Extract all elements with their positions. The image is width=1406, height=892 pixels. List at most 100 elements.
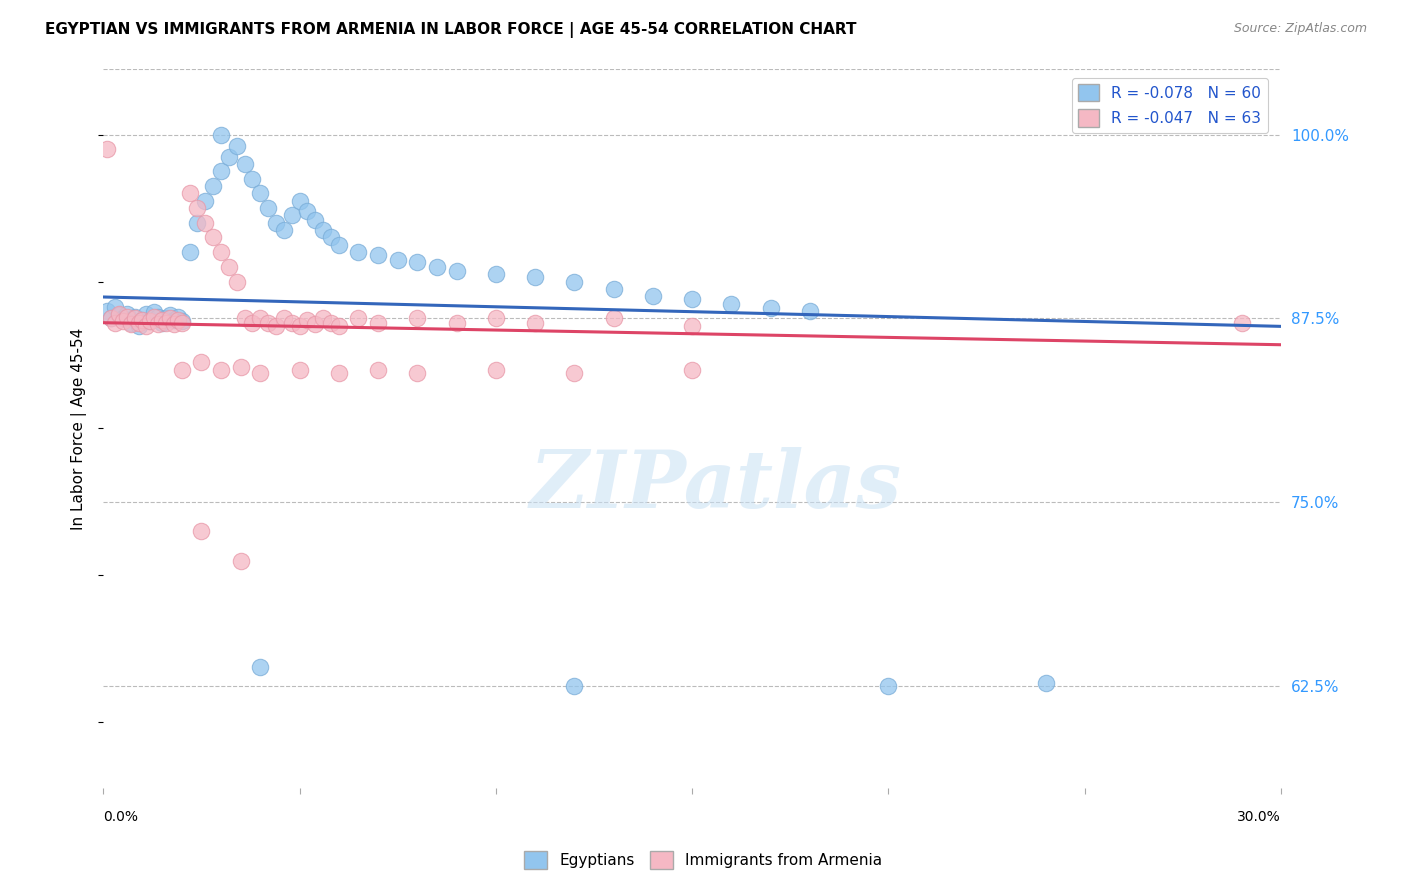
- Point: [131, 312, 153, 326]
- Point: [328, 366, 350, 380]
- Point: [108, 307, 131, 321]
- Point: [128, 318, 150, 333]
- Point: [367, 362, 389, 376]
- Point: [288, 194, 311, 208]
- Point: [155, 316, 177, 330]
- Point: [143, 310, 166, 324]
- Point: [446, 264, 468, 278]
- Point: [120, 317, 142, 331]
- Point: [229, 554, 252, 568]
- Point: [190, 355, 212, 369]
- Point: [297, 312, 319, 326]
- Point: [602, 282, 624, 296]
- Point: [319, 230, 342, 244]
- Point: [150, 316, 173, 330]
- Point: [143, 305, 166, 319]
- Point: [564, 366, 586, 380]
- Point: [564, 275, 586, 289]
- Point: [202, 179, 225, 194]
- Legend: Egyptians, Immigrants from Armenia: Egyptians, Immigrants from Armenia: [517, 845, 889, 875]
- Point: [264, 318, 287, 333]
- Point: [209, 362, 232, 376]
- Point: [280, 209, 302, 223]
- Point: [120, 316, 142, 330]
- Point: [328, 318, 350, 333]
- Point: [96, 304, 118, 318]
- Point: [179, 245, 201, 260]
- Y-axis label: In Labor Force | Age 45-54: In Labor Force | Age 45-54: [72, 327, 87, 530]
- Text: 0.0%: 0.0%: [103, 811, 138, 824]
- Point: [194, 194, 217, 208]
- Point: [150, 312, 173, 326]
- Point: [148, 317, 170, 331]
- Point: [139, 314, 162, 328]
- Point: [280, 316, 302, 330]
- Point: [288, 362, 311, 376]
- Point: [124, 310, 146, 324]
- Point: [115, 310, 138, 324]
- Point: [485, 267, 508, 281]
- Point: [104, 300, 127, 314]
- Point: [225, 275, 247, 289]
- Point: [257, 316, 280, 330]
- Point: [257, 201, 280, 215]
- Point: [312, 223, 335, 237]
- Point: [229, 359, 252, 374]
- Point: [406, 311, 429, 326]
- Text: EGYPTIAN VS IMMIGRANTS FROM ARMENIA IN LABOR FORCE | AGE 45-54 CORRELATION CHART: EGYPTIAN VS IMMIGRANTS FROM ARMENIA IN L…: [45, 22, 856, 38]
- Point: [877, 679, 900, 693]
- Point: [96, 142, 118, 156]
- Point: [312, 311, 335, 326]
- Point: [186, 201, 208, 215]
- Point: [297, 204, 319, 219]
- Point: [218, 150, 240, 164]
- Point: [249, 366, 271, 380]
- Legend: R = -0.078   N = 60, R = -0.047   N = 63: R = -0.078 N = 60, R = -0.047 N = 63: [1071, 78, 1268, 133]
- Point: [209, 164, 232, 178]
- Point: [209, 128, 232, 142]
- Point: [155, 311, 177, 326]
- Point: [288, 318, 311, 333]
- Point: [179, 186, 201, 201]
- Point: [233, 311, 256, 326]
- Point: [485, 311, 508, 326]
- Point: [166, 310, 188, 324]
- Point: [108, 309, 131, 323]
- Point: [426, 260, 449, 274]
- Text: ZIPatlas: ZIPatlas: [530, 447, 901, 524]
- Point: [799, 304, 821, 318]
- Point: [135, 318, 157, 333]
- Point: [524, 270, 547, 285]
- Point: [273, 311, 295, 326]
- Point: [1035, 675, 1057, 690]
- Point: [170, 362, 193, 376]
- Point: [159, 311, 181, 326]
- Point: [209, 245, 232, 260]
- Point: [602, 311, 624, 326]
- Point: [485, 362, 508, 376]
- Point: [347, 311, 370, 326]
- Point: [524, 316, 547, 330]
- Point: [194, 216, 217, 230]
- Point: [166, 312, 188, 326]
- Text: Source: ZipAtlas.com: Source: ZipAtlas.com: [1233, 22, 1367, 36]
- Point: [387, 252, 409, 267]
- Point: [124, 311, 146, 326]
- Point: [681, 292, 703, 306]
- Point: [367, 248, 389, 262]
- Point: [233, 157, 256, 171]
- Point: [249, 186, 271, 201]
- Point: [304, 317, 326, 331]
- Point: [446, 316, 468, 330]
- Point: [328, 237, 350, 252]
- Point: [170, 316, 193, 330]
- Point: [304, 212, 326, 227]
- Point: [100, 311, 122, 326]
- Point: [225, 139, 247, 153]
- Point: [641, 289, 664, 303]
- Point: [135, 307, 157, 321]
- Point: [406, 255, 429, 269]
- Point: [264, 216, 287, 230]
- Point: [242, 316, 264, 330]
- Point: [100, 311, 122, 326]
